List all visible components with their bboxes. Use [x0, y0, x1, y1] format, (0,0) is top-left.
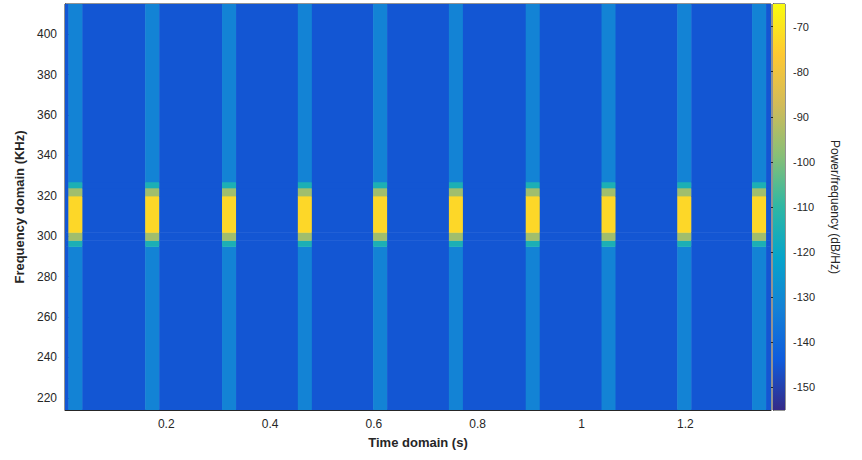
svg-text:320: 320 [37, 189, 57, 203]
svg-text:0.4: 0.4 [262, 417, 279, 431]
svg-text:1.2: 1.2 [677, 417, 694, 431]
svg-text:400: 400 [37, 27, 57, 41]
svg-text:220: 220 [37, 391, 57, 405]
svg-text:380: 380 [37, 68, 57, 82]
svg-text:280: 280 [37, 270, 57, 284]
svg-text:0.6: 0.6 [366, 417, 383, 431]
svg-text:-130: -130 [793, 291, 815, 303]
svg-text:-110: -110 [793, 201, 814, 213]
svg-text:0.8: 0.8 [469, 417, 486, 431]
svg-text:300: 300 [37, 229, 57, 243]
svg-text:260: 260 [37, 310, 57, 324]
svg-text:Time domain (s): Time domain (s) [368, 435, 467, 450]
svg-text:-90: -90 [793, 111, 809, 123]
svg-text:0.2: 0.2 [158, 417, 175, 431]
svg-text:Power/frequency (dB/Hz): Power/frequency (dB/Hz) [828, 140, 842, 274]
svg-text:-100: -100 [793, 156, 815, 168]
svg-text:-120: -120 [793, 246, 815, 258]
svg-text:240: 240 [37, 350, 57, 364]
svg-text:340: 340 [37, 148, 57, 162]
svg-text:1: 1 [578, 417, 585, 431]
svg-text:-140: -140 [793, 336, 815, 348]
svg-text:Frequency domain (KHz): Frequency domain (KHz) [12, 130, 27, 283]
svg-text:-70: -70 [793, 21, 809, 33]
svg-text:-150: -150 [793, 381, 815, 393]
svg-text:360: 360 [37, 108, 57, 122]
svg-text:-80: -80 [793, 66, 809, 78]
